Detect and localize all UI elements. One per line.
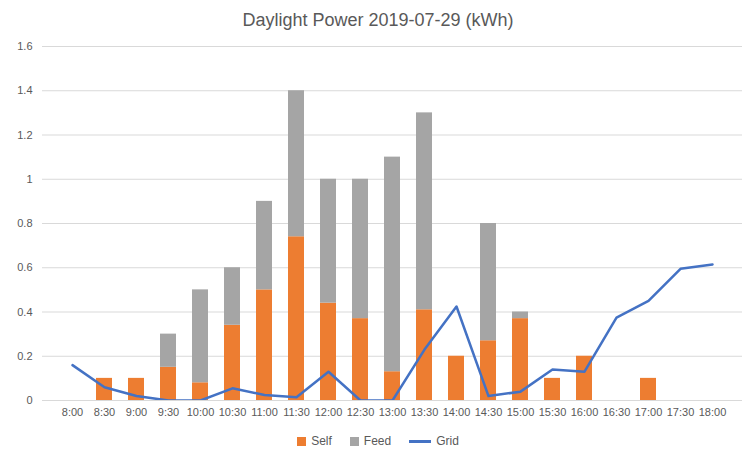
svg-text:1.6: 1.6 [17,40,32,52]
svg-text:0.4: 0.4 [17,306,32,318]
svg-text:1.2: 1.2 [17,129,32,141]
svg-text:17:30: 17:30 [667,406,695,418]
svg-text:14:00: 14:00 [443,406,471,418]
svg-text:14:30: 14:30 [475,406,503,418]
svg-text:11:30: 11:30 [283,406,310,418]
html-text:Self: Self [311,434,332,448]
html-text:Daylight Power 2019-07-29 (kWh: Daylight Power 2019-07-29 (kWh) [242,10,514,30]
svg-text:10:00: 10:00 [187,406,215,418]
svg-text:15:00: 15:00 [507,406,535,418]
svg-text:16:00: 16:00 [571,406,599,418]
svg-text:9:30: 9:30 [158,406,179,418]
svg-text:13:00: 13:00 [379,406,407,418]
svg-text:17:00: 17:00 [635,406,663,418]
svg-text:0.2: 0.2 [17,350,32,362]
svg-text:12:30: 12:30 [347,406,375,418]
svg-text:10:30: 10:30 [219,406,247,418]
svg-text:0: 0 [26,394,32,406]
svg-text:8:30: 8:30 [94,406,115,418]
svg-text:9:00: 9:00 [126,406,147,418]
html-text:Feed: Feed [363,434,392,448]
svg-text:12:00: 12:00 [315,406,343,418]
svg-text:13:30: 13:30 [411,406,439,418]
html-text:Grid: Grid [436,434,459,448]
svg-text:11:00: 11:00 [251,406,278,418]
svg-text:1: 1 [26,173,32,185]
svg-text:8:00: 8:00 [62,406,83,418]
svg-text:0.6: 0.6 [17,261,32,273]
svg-text:18:00: 18:00 [699,406,727,418]
svg-text:1.4: 1.4 [17,84,32,96]
svg-text:0.8: 0.8 [17,217,32,229]
svg-text:16:30: 16:30 [603,406,631,418]
svg-text:15:30: 15:30 [539,406,567,418]
